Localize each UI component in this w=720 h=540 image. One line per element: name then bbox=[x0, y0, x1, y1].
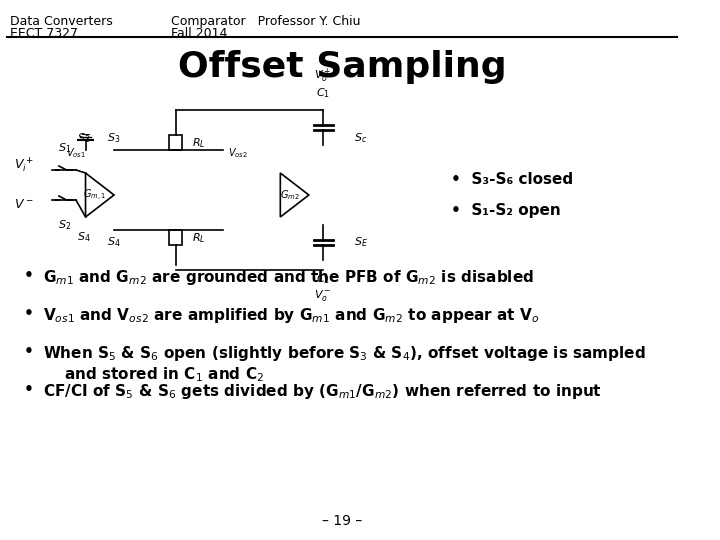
Text: $S_3$: $S_3$ bbox=[107, 131, 121, 145]
Text: $S_1$: $S_1$ bbox=[58, 141, 71, 155]
Text: $G_{m2}$: $G_{m2}$ bbox=[280, 188, 300, 202]
Text: $V^-$: $V^-$ bbox=[14, 199, 33, 212]
Text: Comparator   Professor Y. Chiu: Comparator Professor Y. Chiu bbox=[171, 15, 361, 28]
Text: •: • bbox=[24, 382, 34, 397]
Text: $C_2$: $C_2$ bbox=[316, 272, 330, 286]
Text: CF/CI of S$_5$ & S$_6$ gets divided by (G$_{m1}$/G$_{m2}$) when referred to inpu: CF/CI of S$_5$ & S$_6$ gets divided by (… bbox=[42, 382, 602, 401]
Text: $V_o^-$: $V_o^-$ bbox=[315, 288, 332, 303]
FancyBboxPatch shape bbox=[9, 90, 409, 340]
Text: •: • bbox=[24, 268, 34, 283]
Text: $S_2$: $S_2$ bbox=[58, 218, 71, 232]
Text: – 19 –: – 19 – bbox=[322, 514, 362, 528]
Text: Data Converters: Data Converters bbox=[9, 15, 112, 28]
Text: $S_c$: $S_c$ bbox=[354, 131, 368, 145]
Text: Offset Sampling: Offset Sampling bbox=[178, 50, 506, 84]
Text: $R_L$: $R_L$ bbox=[192, 136, 205, 150]
Bar bbox=[169, 135, 182, 150]
Text: $S_3$: $S_3$ bbox=[77, 131, 90, 145]
Text: Fall 2014: Fall 2014 bbox=[171, 27, 228, 40]
Text: •: • bbox=[24, 306, 34, 321]
Text: •: • bbox=[24, 344, 34, 359]
Text: •  S₃-S₆ closed: • S₃-S₆ closed bbox=[451, 172, 574, 187]
Text: V$_{os1}$ and V$_{os2}$ are amplified by G$_{m1}$ and G$_{m2}$ to appear at V$_o: V$_{os1}$ and V$_{os2}$ are amplified by… bbox=[42, 306, 539, 325]
Bar bbox=[169, 230, 182, 245]
Text: $S_4$: $S_4$ bbox=[77, 230, 91, 244]
Text: $V_i^+$: $V_i^+$ bbox=[14, 156, 33, 174]
Text: •  S₁-S₂ open: • S₁-S₂ open bbox=[451, 202, 561, 218]
Text: $V_{os1}$: $V_{os1}$ bbox=[66, 146, 86, 160]
Text: $V_o^+$: $V_o^+$ bbox=[315, 67, 332, 85]
Text: $G_{m,1}$: $G_{m,1}$ bbox=[84, 187, 107, 202]
Text: When S$_5$ & S$_6$ open (slightly before S$_3$ & S$_4$), offset voltage is sampl: When S$_5$ & S$_6$ open (slightly before… bbox=[42, 344, 646, 384]
Text: EECT 7327: EECT 7327 bbox=[9, 27, 78, 40]
Text: $C_1$: $C_1$ bbox=[316, 86, 330, 100]
Text: G$_{m1}$ and G$_{m2}$ are grounded and the PFB of G$_{m2}$ is disabled: G$_{m1}$ and G$_{m2}$ are grounded and t… bbox=[42, 268, 534, 287]
Text: $S_E$: $S_E$ bbox=[354, 235, 368, 249]
Text: $V_{os2}$: $V_{os2}$ bbox=[228, 146, 248, 160]
Text: $S_4$: $S_4$ bbox=[107, 235, 121, 249]
Text: $R_L$: $R_L$ bbox=[192, 231, 205, 245]
